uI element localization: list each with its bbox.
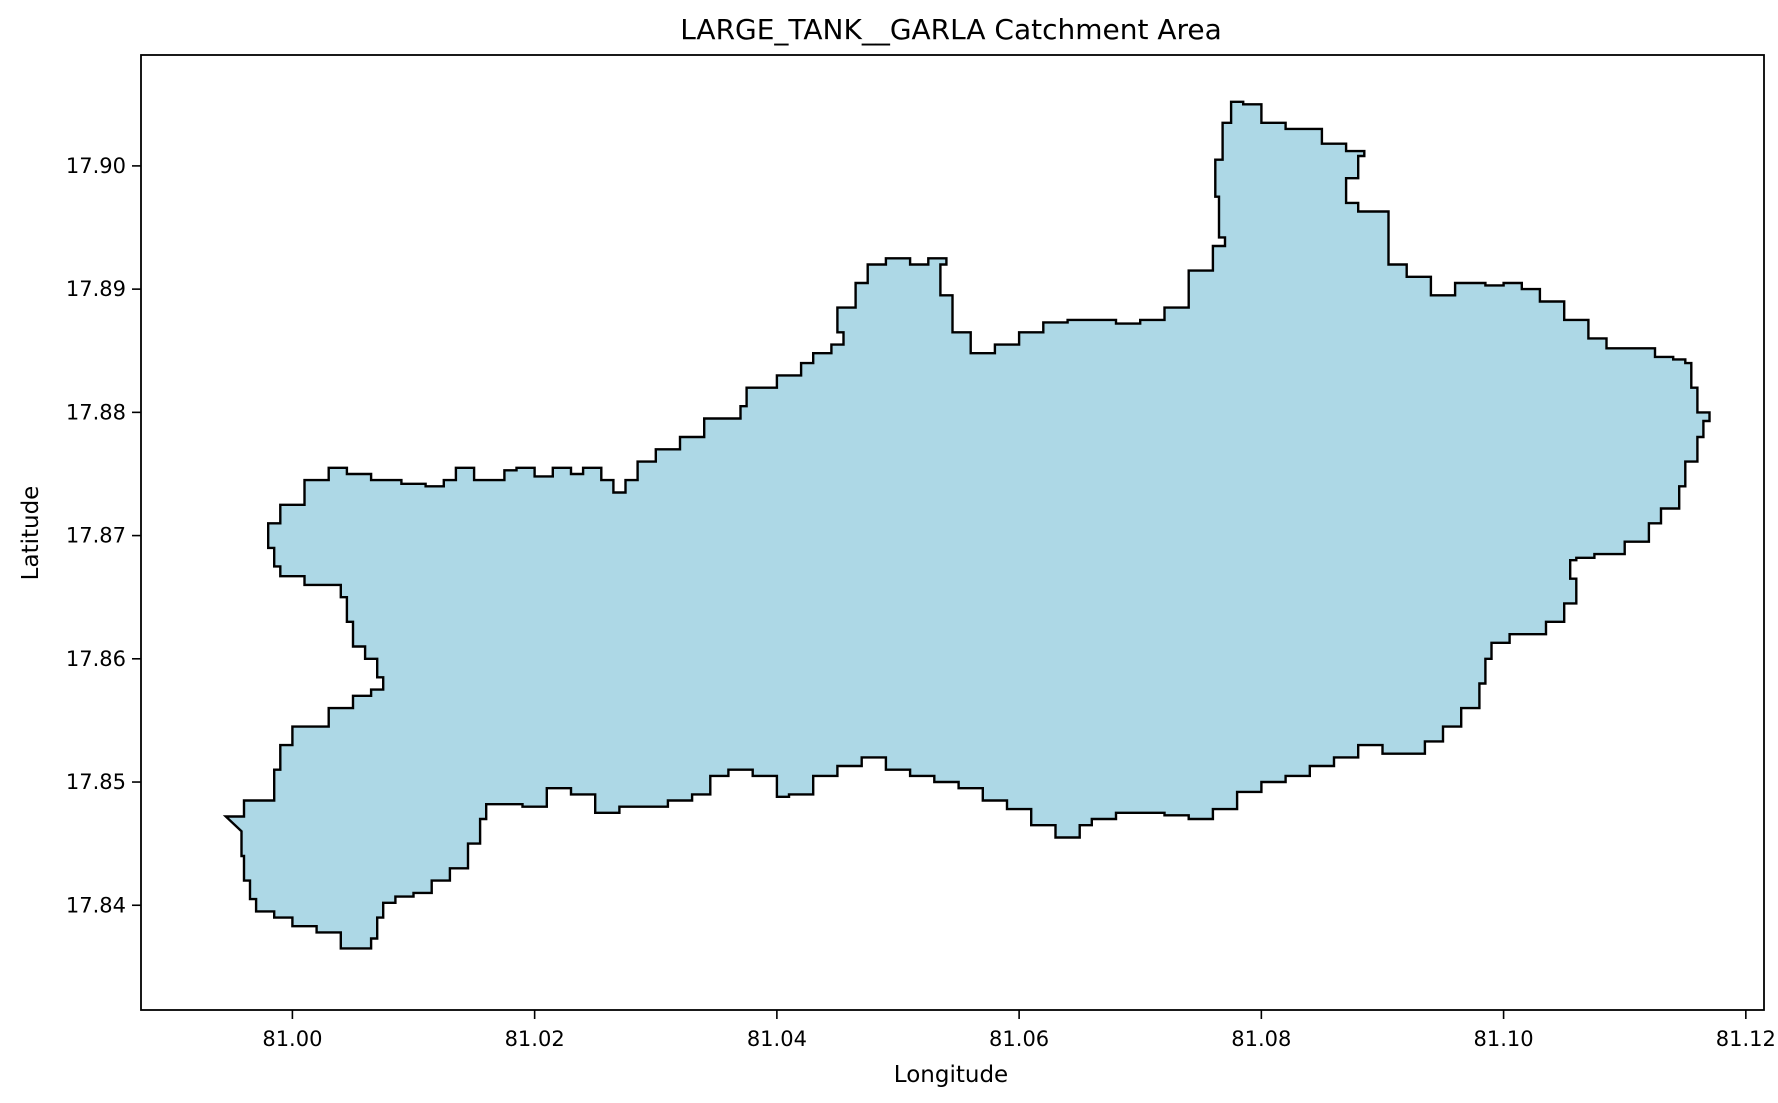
x-tick-label: 81.12: [1716, 1027, 1776, 1051]
y-tick-label: 17.85: [66, 770, 126, 794]
y-axis-label: Latitude: [18, 486, 44, 581]
x-tick-label: 81.08: [1231, 1027, 1291, 1051]
y-tick-label: 17.88: [66, 400, 126, 424]
catchment-area-polygon: [222, 100, 1711, 950]
x-tick-label: 81.10: [1474, 1027, 1534, 1051]
y-tick-label: 17.84: [66, 893, 126, 917]
x-tick-label: 81.00: [262, 1027, 322, 1051]
y-tick-label: 17.87: [66, 524, 126, 548]
map-title: LARGE_TANK__GARLA Catchment Area: [680, 13, 1222, 46]
y-tick-label: 17.86: [66, 647, 126, 671]
x-axis-label: Longitude: [894, 1062, 1008, 1088]
x-tick-label: 81.02: [505, 1027, 565, 1051]
axes-frame: [140, 54, 1765, 1011]
y-axis: 17.84 17.85 17.86 17.87 17.88 17.89 17.90: [66, 154, 141, 917]
x-axis: 81.00 81.02 81.04 81.06 81.08 81.10 81.12: [262, 1010, 1776, 1051]
x-tick-label: 81.04: [747, 1027, 807, 1051]
x-tick-label: 81.06: [989, 1027, 1049, 1051]
y-tick-label: 17.89: [66, 277, 126, 301]
y-tick-label: 17.90: [66, 154, 126, 178]
